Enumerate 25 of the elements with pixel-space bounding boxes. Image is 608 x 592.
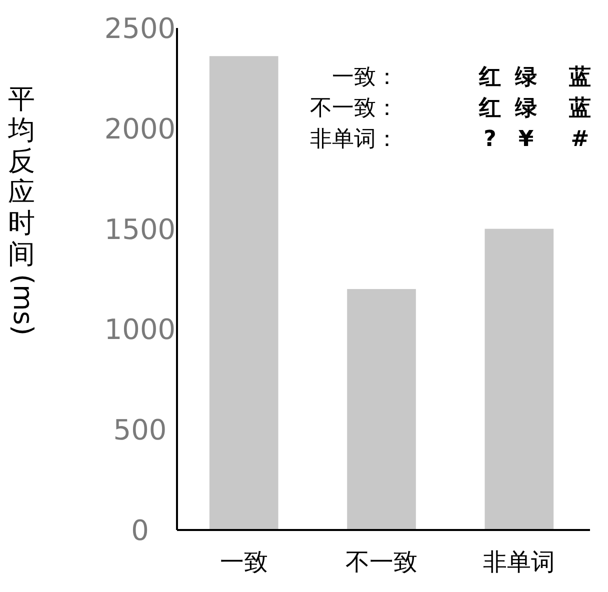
annotation: # — [570, 127, 590, 152]
y-tick-label: 2000 — [104, 112, 176, 146]
annotation: 绿 — [514, 65, 537, 90]
annotation: ¥ — [518, 127, 534, 152]
y-tick-label: 2500 — [104, 12, 176, 45]
annotation: 红 — [478, 65, 501, 90]
y-tick-label: 1500 — [104, 212, 176, 246]
bar — [484, 228, 554, 530]
x-tick-label: 一致 — [220, 548, 268, 576]
y-tick-label: 0 — [131, 514, 149, 547]
annotation: 红 — [478, 96, 501, 121]
annotation: ? — [484, 127, 496, 152]
y-tick-label: 1000 — [104, 313, 176, 346]
annotation: 蓝 — [568, 65, 591, 90]
annotation: 一致： — [332, 65, 398, 90]
annotation: 绿 — [514, 96, 537, 121]
annotation: 蓝 — [568, 96, 591, 121]
bar — [347, 289, 416, 530]
y-tick-label: 500 — [113, 414, 167, 447]
x-tick-label: 不一致 — [346, 548, 418, 576]
annotation: 不一致： — [310, 96, 398, 121]
x-tick-label: 非单词 — [483, 548, 556, 576]
annotation: 非单词： — [310, 127, 398, 152]
bar — [209, 56, 278, 530]
text: 平均反应时间(ms) — [7, 84, 38, 336]
